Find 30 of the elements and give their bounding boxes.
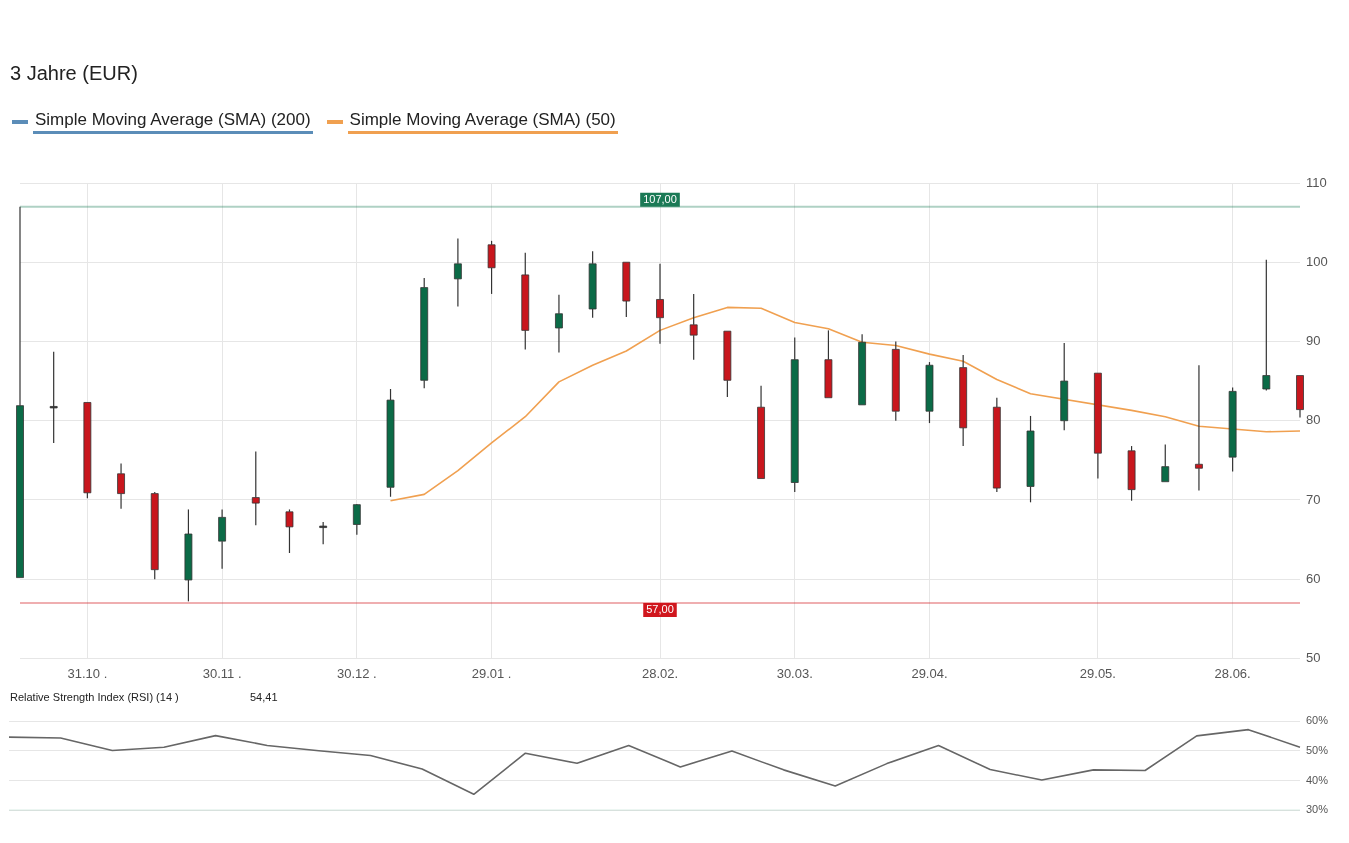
y-tick-label: 60 [1306,570,1321,586]
ref-line-label: 107,00 [643,193,677,206]
x-tick-label: 28.06. [1214,665,1251,681]
text: 54,41 [250,691,278,703]
x-tick-label: 30.11 . [202,665,242,681]
chart-title: 3 Jahre (EUR) [10,62,138,85]
y-tick-label: 100 [1306,253,1328,269]
x-tick-label: 30.03. [776,665,813,681]
ref-line-label: 57,00 [646,603,674,616]
candlestick [16,206,24,578]
y-tick-label: 40% [1306,773,1329,786]
y-tick-label: 80 [1306,412,1321,428]
x-tick-label: 29.04. [911,665,948,681]
y-tick-label: 60% [1306,714,1329,727]
x-tick-label: 28.02. [641,665,679,681]
y-tick-label: 70 [1306,491,1321,507]
x-tick-label: 29.05. [1079,665,1116,681]
legend-label: Simple Moving Average (SMA) (50) [347,110,618,134]
candlestick [1296,375,1304,419]
y-tick-label: 50 [1306,649,1321,665]
y-tick-label: 30% [1306,803,1329,816]
y-tick-label: 50% [1306,743,1329,756]
x-tick-label: 30.12 . [336,665,377,681]
chart-title: Relative Strength Index (RSI) (14 ) [10,691,179,703]
x-tick-label: 31.10 . [67,665,108,681]
x-tick-label: 29.01 . [471,665,512,681]
candlestick [117,462,125,510]
y-tick-label: 90 [1306,333,1321,349]
y-tick-label: 110 [1306,174,1327,190]
legend-label: Simple Moving Average (SMA) (200) [33,110,313,134]
